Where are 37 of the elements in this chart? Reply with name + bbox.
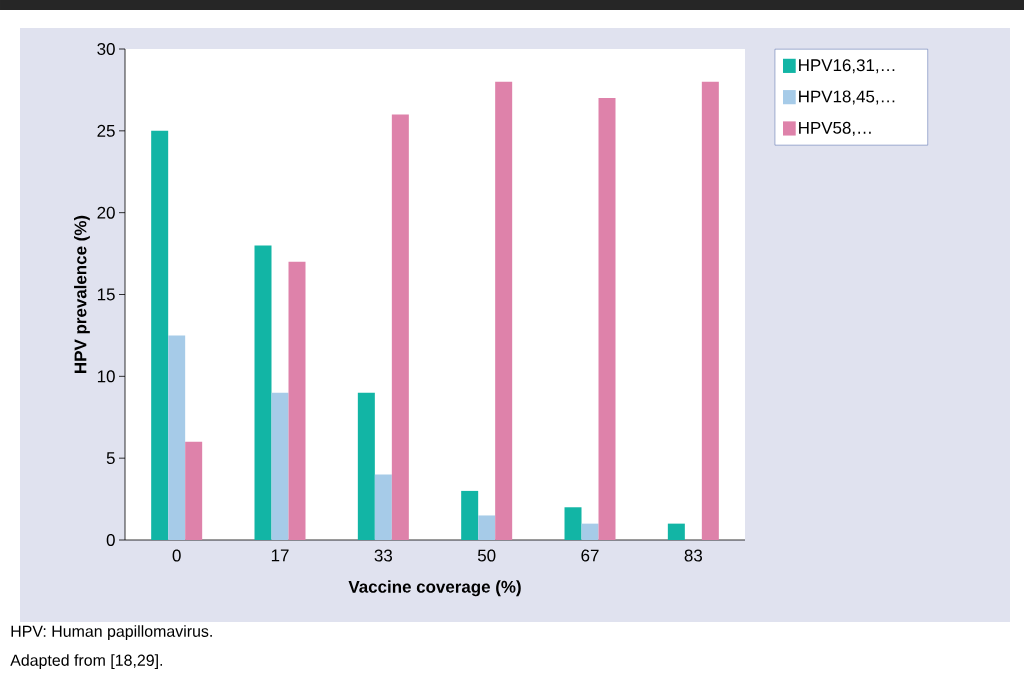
bar — [271, 392, 289, 540]
x-tick-label: 0 — [172, 549, 181, 562]
legend-label: HPV16,31,… — [799, 59, 895, 74]
y-tick-label: 0 — [106, 534, 115, 546]
x-tick-label: 50 — [477, 549, 496, 562]
bar — [391, 114, 409, 540]
x-axis-title: Vaccine coverage (%) — [348, 580, 521, 597]
bar — [461, 490, 479, 540]
bar — [288, 261, 306, 540]
bar — [254, 245, 272, 540]
bar — [581, 523, 599, 540]
x-tick-label: 83 — [684, 549, 703, 562]
text: Adapted from [18,29]. — [10, 654, 163, 670]
y-tick-label: 25 — [97, 124, 115, 137]
bar — [667, 523, 685, 540]
y-tick-label: 5 — [106, 452, 115, 465]
bar — [598, 98, 616, 540]
x-tick-label: 17 — [271, 549, 289, 562]
y-tick-label: 20 — [97, 206, 115, 219]
bar — [185, 441, 203, 540]
y-tick-label: 30 — [97, 43, 115, 56]
bar — [495, 81, 513, 540]
bar — [168, 335, 186, 540]
legend-label: HPV18,45,… — [799, 90, 895, 105]
y-tick-label: 10 — [97, 370, 115, 383]
x-tick-label: 33 — [374, 549, 393, 562]
bar — [564, 507, 582, 540]
text: HPV: Human papillomavirus. — [11, 625, 212, 641]
y-tick-label: 15 — [97, 288, 115, 301]
bar — [478, 515, 496, 540]
x-tick-label: 67 — [581, 549, 599, 562]
bar — [374, 474, 392, 540]
y-axis-title: HPV prevalence (%) — [74, 215, 90, 373]
bar — [151, 130, 169, 540]
bar — [357, 392, 375, 540]
legend-label: HPV58,… — [799, 121, 871, 136]
bar — [701, 81, 719, 540]
